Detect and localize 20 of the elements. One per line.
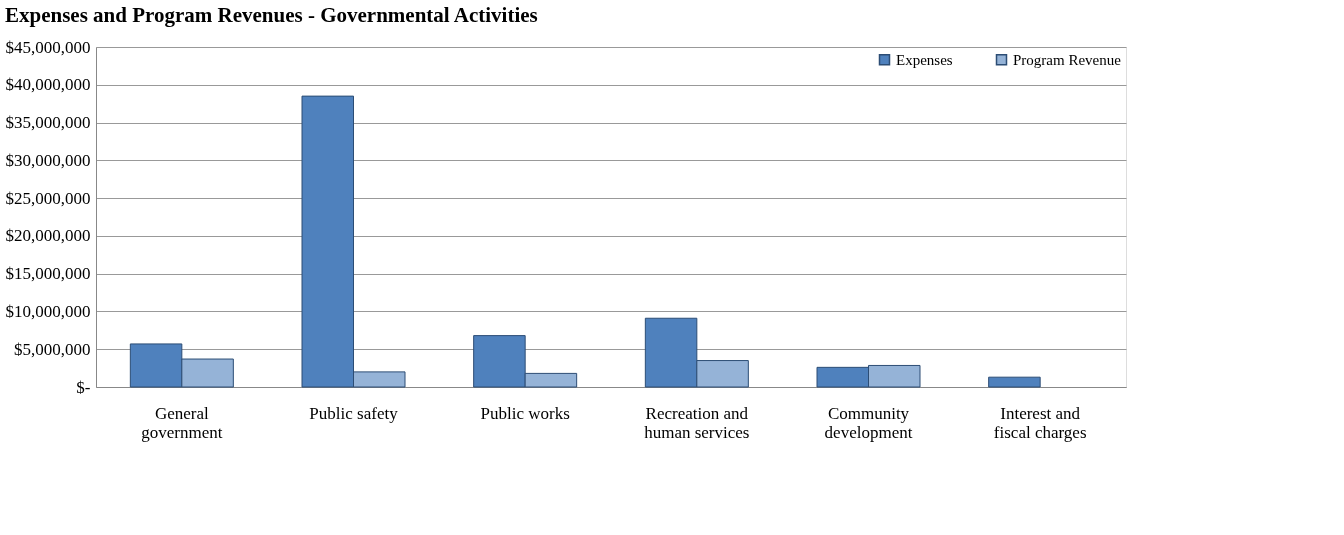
- y-tick-label: $25,000,000: [5, 188, 91, 208]
- y-tick-label: $15,000,000: [5, 264, 91, 284]
- y-tick-label: $20,000,000: [5, 226, 91, 246]
- y-tick-label: $45,000,000: [5, 37, 91, 57]
- legend-label: Expenses: [896, 51, 953, 68]
- x-tick-label: Recreation and human services: [644, 403, 750, 442]
- chart-title: Expenses and Program Revenues - Governmental Activities: [5, 3, 538, 27]
- y-tick-label: $30,000,000: [5, 150, 91, 170]
- y-tick-label: $-: [76, 377, 91, 397]
- legend-label: Program Revenue: [1013, 51, 1122, 68]
- y-tick-label: $5,000,000: [14, 339, 91, 359]
- x-tick-label: General government: [141, 403, 223, 442]
- x-tick-label: Public works: [480, 403, 570, 423]
- y-tick-label: $40,000,000: [5, 75, 91, 95]
- x-tick-label: Public safety: [309, 403, 399, 423]
- y-tick-label: $35,000,000: [5, 113, 91, 133]
- y-tick-label: $10,000,000: [5, 301, 91, 321]
- x-tick-label: Interest and fiscal charges: [993, 403, 1087, 442]
- x-tick-label: Community development: [824, 403, 913, 442]
- bar: [988, 376, 1041, 388]
